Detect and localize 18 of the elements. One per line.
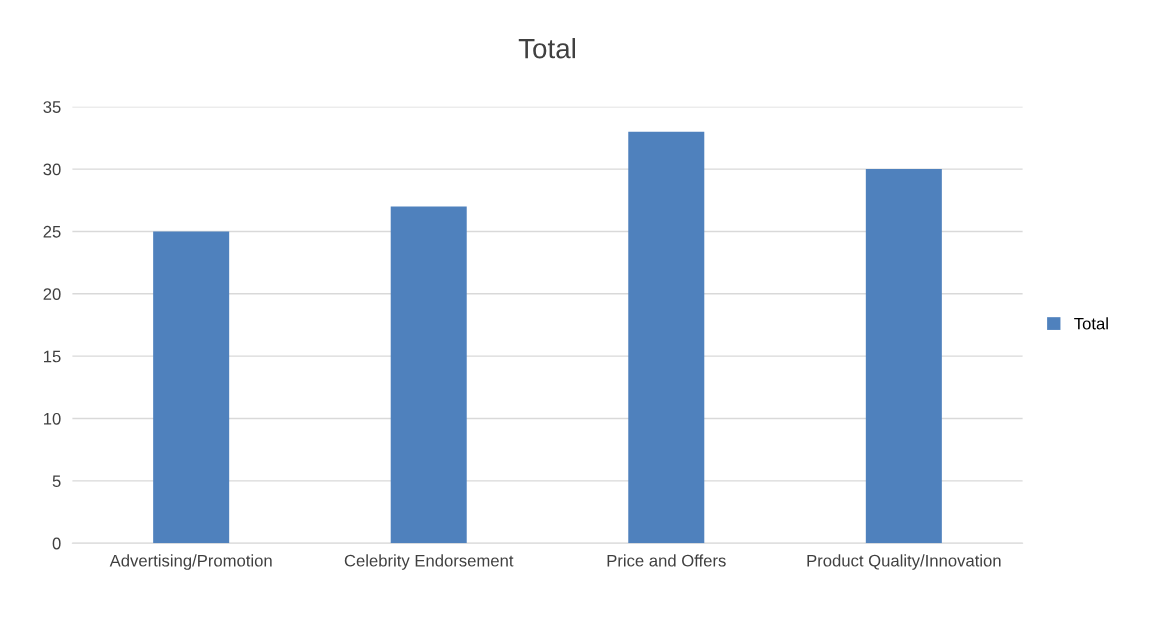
x-tick-label: Product Quality/Innovation	[807, 554, 1001, 570]
y-tick-label: 0	[52, 537, 61, 550]
legend-label: Total	[1074, 317, 1108, 330]
x-tick-label: Celebrity Endorsement	[344, 554, 514, 570]
y-tick-label: 10	[44, 412, 61, 425]
chart-title: Total	[518, 38, 575, 59]
y-tick-label: 20	[43, 288, 61, 301]
y-tick-label: 25	[43, 225, 61, 238]
bar	[153, 231, 230, 544]
y-tick-label: 35	[43, 101, 61, 113]
x-tick-label: Price and Offers	[607, 554, 726, 567]
y-tick-label: 30	[43, 163, 61, 176]
bar	[628, 131, 705, 544]
y-tick-label: 15	[44, 350, 61, 363]
bar	[390, 206, 467, 544]
bar	[865, 169, 942, 544]
x-tick-label: Advertising/Promotion	[109, 554, 272, 570]
y-tick-label: 5	[52, 475, 61, 488]
